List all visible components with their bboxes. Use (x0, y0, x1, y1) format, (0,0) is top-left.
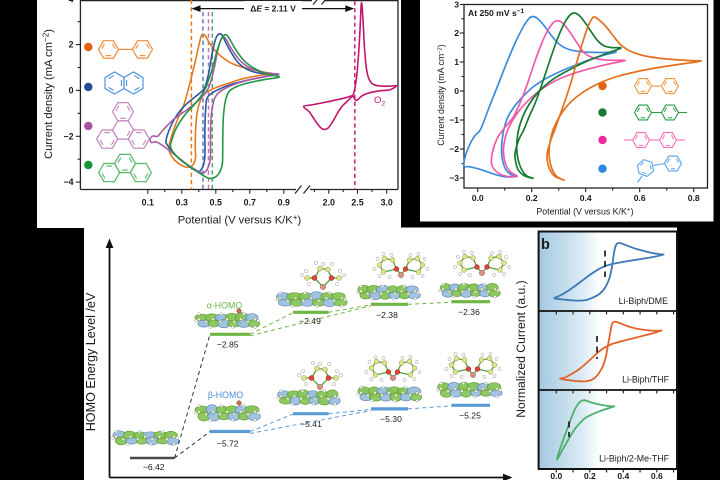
svg-text:−2: −2 (449, 144, 459, 154)
svg-text:−2.36: −2.36 (458, 307, 480, 317)
svg-text:0.8: 0.8 (688, 193, 700, 203)
svg-text:−4: −4 (63, 177, 73, 187)
svg-text:O2: O2 (374, 95, 385, 108)
svg-text:−2: −2 (63, 131, 73, 141)
svg-text:β-HOMO: β-HOMO (208, 390, 244, 400)
svg-text:−2.49: −2.49 (299, 316, 321, 326)
svg-text:Current density (mA cm−2): Current density (mA cm−2) (41, 29, 55, 159)
svg-text:At 250 mV s−1: At 250 mV s−1 (468, 8, 525, 18)
svg-text:−6.42: −6.42 (143, 462, 165, 472)
svg-text:2.5: 2.5 (351, 198, 363, 208)
svg-text:ΔE = 2.11 V: ΔE = 2.11 V (250, 4, 296, 14)
svg-text:Current density (mA cm−2): Current density (mA cm−2) (436, 44, 446, 146)
svg-text:0.2: 0.2 (584, 471, 596, 480)
svg-text:−5.72: −5.72 (217, 438, 239, 448)
svg-text:−2.85: −2.85 (217, 339, 239, 349)
svg-text:Normalized Current (a.u.): Normalized Current (a.u.) (514, 280, 528, 418)
svg-text:Li-Biph/DME: Li-Biph/DME (619, 296, 669, 306)
svg-text:4: 4 (69, 0, 74, 5)
svg-text:−1: −1 (449, 115, 459, 125)
svg-text:0.6: 0.6 (651, 471, 663, 480)
svg-text:0.0: 0.0 (472, 193, 484, 203)
svg-text:2.0: 2.0 (323, 198, 335, 208)
svg-text:0.4: 0.4 (580, 193, 592, 203)
svg-text:0.5: 0.5 (210, 198, 222, 208)
svg-text:0: 0 (454, 86, 459, 96)
svg-text:3.0: 3.0 (381, 198, 393, 208)
svg-text:−3: −3 (449, 173, 459, 183)
svg-text:0.2: 0.2 (526, 193, 538, 203)
svg-text:−2.38: −2.38 (376, 310, 398, 320)
svg-text:0.4: 0.4 (617, 471, 629, 480)
svg-text:0: 0 (69, 85, 74, 95)
svg-text:0.0: 0.0 (550, 471, 562, 480)
svg-text:−5.41: −5.41 (300, 419, 322, 429)
svg-text:0.9: 0.9 (278, 198, 290, 208)
svg-text:0.7: 0.7 (244, 198, 256, 208)
svg-text:2: 2 (69, 40, 74, 50)
svg-text:HOMO Energy Level /eV: HOMO Energy Level /eV (84, 292, 98, 431)
svg-text:3: 3 (454, 0, 459, 10)
svg-text:0.1: 0.1 (142, 198, 154, 208)
svg-text:Li-Biph/2-Me-THF: Li-Biph/2-Me-THF (599, 454, 670, 464)
svg-text:Li-Biph/THF: Li-Biph/THF (622, 375, 670, 385)
svg-text:0.3: 0.3 (176, 198, 188, 208)
svg-text:2: 2 (454, 28, 459, 38)
svg-text:Potential (V versus K/K+): Potential (V versus K/K+) (536, 207, 633, 217)
svg-text:0.6: 0.6 (634, 193, 646, 203)
svg-text:b: b (541, 237, 550, 253)
svg-text:Potential (V versus K/K+): Potential (V versus K/K+) (178, 213, 302, 227)
svg-text:1: 1 (454, 57, 459, 67)
svg-text:−5.25: −5.25 (459, 410, 481, 420)
svg-text:α-HOMO: α-HOMO (207, 301, 243, 311)
svg-text:−5.30: −5.30 (380, 414, 402, 424)
